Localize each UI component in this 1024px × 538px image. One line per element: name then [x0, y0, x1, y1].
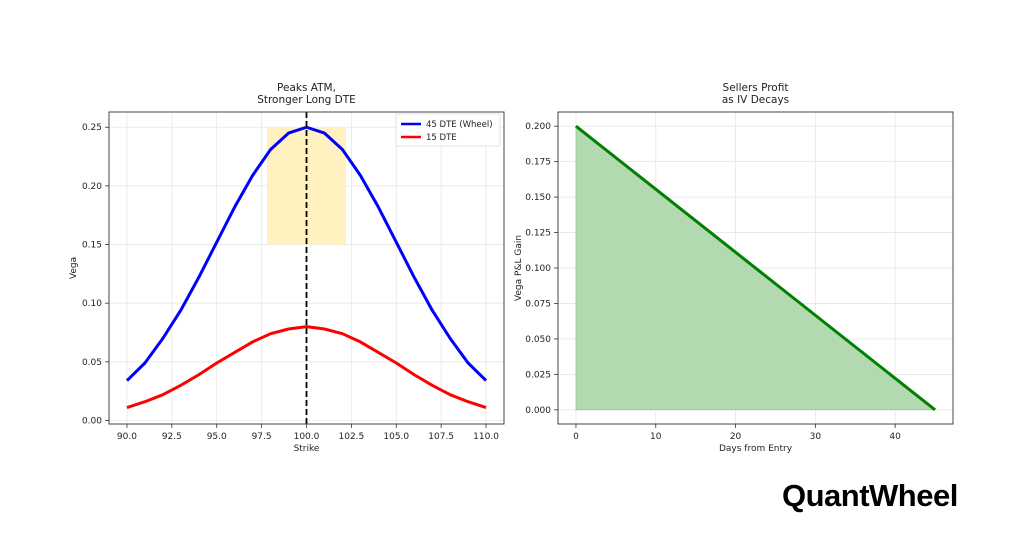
- x-tick-label: 40: [889, 432, 901, 442]
- x-tick-label: 102.5: [339, 432, 365, 442]
- series-line-1: [125, 125, 488, 382]
- x-tick-label: 95.0: [207, 432, 227, 442]
- chart-title: Peaks ATM,: [277, 82, 336, 94]
- chart-2: 0 10 20 30 40 0.000 0.025 0.050 0.075 0.100 0.125 0…: [514, 82, 954, 454]
- x-tick-label: 107.5: [428, 432, 454, 442]
- y-tick-label: 0.025: [525, 370, 551, 380]
- y-tick-label: 0.050: [525, 335, 551, 345]
- y-tick-label: 0.05: [82, 358, 102, 368]
- x-tick-label: 97.5: [252, 432, 272, 442]
- x-tick-label: 90.0: [117, 432, 137, 442]
- series-line-1: [575, 125, 936, 411]
- x-tick-label: 110.0: [473, 432, 499, 442]
- legend: 45 DTE (Wheel) 15 DTE: [395, 113, 501, 147]
- y-tick-label: 0.200: [525, 122, 551, 132]
- y-tick-label: 0.15: [82, 241, 102, 251]
- axes-frame: [108, 111, 505, 425]
- y-axis-label: Vega P&L Gain: [514, 235, 524, 301]
- quantwheel-logo: QuantWheel: [782, 478, 958, 513]
- y-tick-label: 0.100: [525, 264, 551, 274]
- legend-label: 45 DTE (Wheel): [426, 120, 493, 130]
- x-tick-label: 20: [730, 432, 742, 442]
- x-tick-label: 100.0: [294, 432, 320, 442]
- x-tick-label: 105.0: [383, 432, 409, 442]
- y-tick-label: 0.175: [525, 158, 551, 168]
- y-tick-label: 0.150: [525, 193, 551, 203]
- chart-title: as IV Decays: [722, 94, 789, 106]
- y-tick-label: 0.075: [525, 299, 551, 309]
- x-tick-label: 10: [650, 432, 662, 442]
- series-line-2: [126, 325, 487, 410]
- axes-frame: [557, 111, 954, 425]
- legend-label: 15 DTE: [426, 133, 457, 143]
- y-tick-label: 0.20: [82, 182, 102, 192]
- x-axis-label: Strike: [294, 444, 320, 454]
- y-axis-label: Vega: [69, 257, 79, 279]
- chart-title: Stronger Long DTE: [257, 94, 356, 106]
- y-tick-label: 0.125: [525, 229, 551, 239]
- x-tick-label: 92.5: [162, 432, 182, 442]
- x-tick-label: 0: [573, 432, 579, 442]
- y-tick-label: 0.10: [82, 299, 102, 309]
- y-tick-label: 0.25: [82, 123, 102, 133]
- chart-1: 90.0 92.5 95.0 97.5 100.0 102.5 105.0 107.5 110.…: [69, 82, 505, 454]
- chart-title: Sellers Profit: [723, 82, 789, 94]
- x-tick-label: 30: [810, 432, 822, 442]
- y-tick-label: 0.00: [82, 416, 102, 426]
- y-tick-label: 0.000: [525, 406, 551, 416]
- legend-box: [395, 113, 501, 147]
- x-axis-label: Days from Entry: [719, 444, 793, 454]
